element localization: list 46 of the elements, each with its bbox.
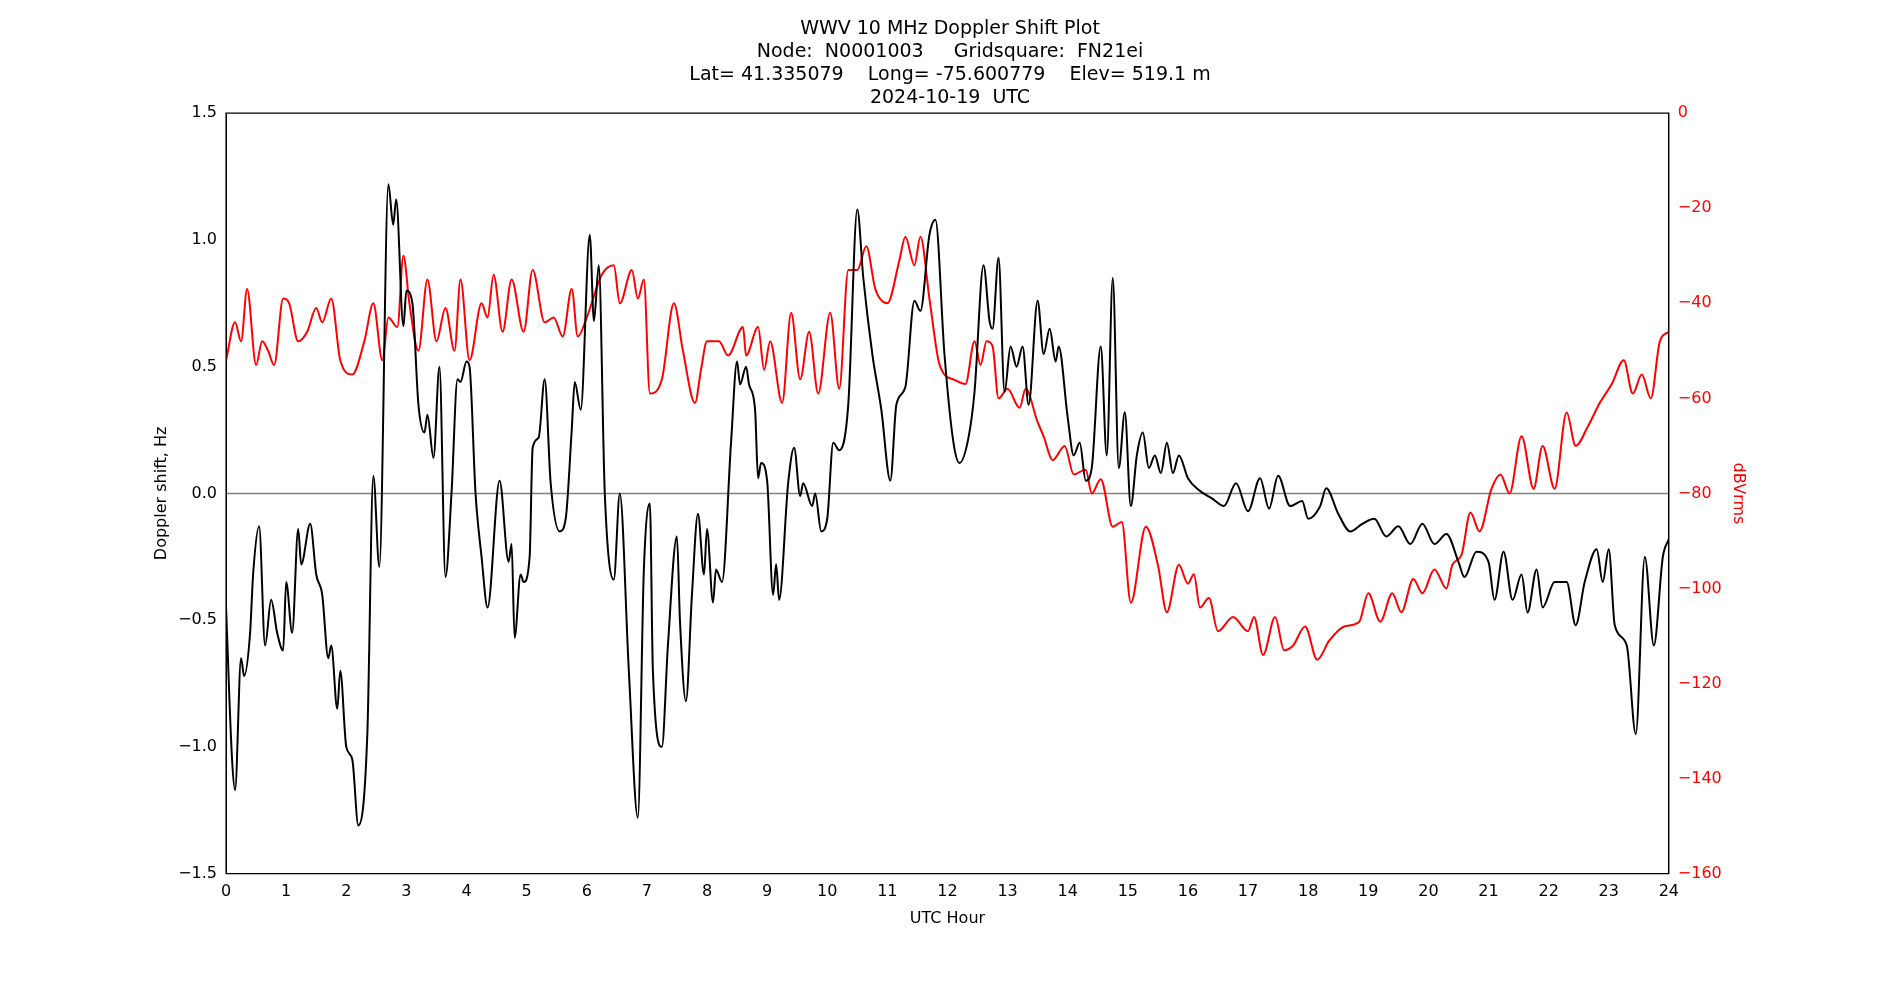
line-series bbox=[226, 235, 1669, 661]
y2-tick-label: −120 bbox=[1677, 672, 1722, 692]
x-tick-label: 19 bbox=[1358, 881, 1379, 901]
chart-title: WWV 10 MHz Doppler Shift Plot Node: N0001003 Gridsquare: FN21ei Lat= 41.335079 Long= -75.600779 Elev= 519.1 m 2024-10-19 UTC bbox=[689, 16, 1211, 107]
y2-tick-label: −160 bbox=[1677, 862, 1722, 882]
y-axis-title: Doppler shift, Hz bbox=[150, 426, 170, 561]
x-tick-label: 21 bbox=[1478, 881, 1499, 901]
x-tick-label: 17 bbox=[1237, 881, 1259, 901]
x-tick-label: 9 bbox=[762, 881, 773, 901]
x-tick-label: 15 bbox=[1117, 881, 1138, 901]
y2-tick-label: −60 bbox=[1677, 387, 1712, 407]
y2-axis-title: dBVrms bbox=[1730, 462, 1750, 525]
y2-tick-label: 0 bbox=[1677, 102, 1689, 122]
y-tick-label: −1.5 bbox=[178, 862, 218, 882]
x-tick-label: 20 bbox=[1418, 881, 1439, 901]
x-tick-label: 24 bbox=[1658, 881, 1680, 901]
x-tick-label: 16 bbox=[1177, 881, 1199, 901]
x-tick-label: 13 bbox=[997, 881, 1018, 901]
y-tick-label: 0.5 bbox=[191, 355, 218, 375]
x-tick-label: 0 bbox=[220, 881, 232, 901]
x-tick-label: 8 bbox=[701, 881, 713, 901]
x-tick-label: 3 bbox=[401, 881, 412, 901]
x-tick-label: 4 bbox=[461, 881, 472, 901]
y-tick-label: 1.0 bbox=[191, 229, 218, 249]
x-tick-label: 14 bbox=[1057, 881, 1078, 901]
y2-tick-label: −20 bbox=[1677, 197, 1712, 217]
x-tick-label: 18 bbox=[1297, 881, 1319, 901]
y-tick-label: 0.0 bbox=[191, 482, 218, 502]
y-tick-label: 1.5 bbox=[191, 102, 218, 122]
x-axis-title: UTC Hour bbox=[909, 907, 986, 927]
x-tick-label: 2 bbox=[341, 881, 352, 901]
x-tick-label: 5 bbox=[521, 881, 532, 901]
x-tick-label: 6 bbox=[581, 881, 592, 901]
x-tick-label: 12 bbox=[937, 881, 958, 901]
y2-tick-label: −80 bbox=[1677, 482, 1712, 502]
x-tick-label: 23 bbox=[1598, 881, 1619, 901]
y-tick-label: −1.0 bbox=[178, 736, 218, 756]
y2-tick-label: −100 bbox=[1677, 577, 1722, 597]
y-tick-label: −0.5 bbox=[178, 609, 218, 629]
y2-tick-label: −40 bbox=[1677, 292, 1712, 312]
x-tick-label: 22 bbox=[1538, 881, 1559, 901]
x-tick-label: 1 bbox=[281, 881, 292, 901]
x-tick-label: 11 bbox=[877, 881, 898, 901]
y2-tick-label: −140 bbox=[1677, 767, 1722, 787]
x-tick-label: 10 bbox=[817, 881, 838, 901]
x-tick-label: 7 bbox=[641, 881, 652, 901]
